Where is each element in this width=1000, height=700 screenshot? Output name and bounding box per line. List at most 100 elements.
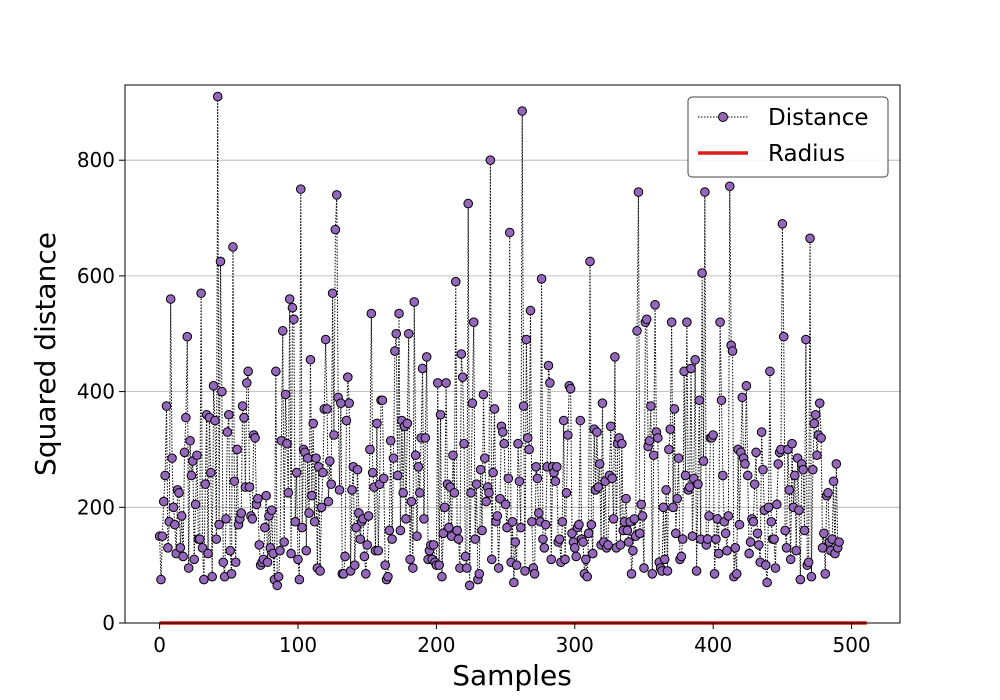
distance-point xyxy=(661,485,671,495)
distance-point xyxy=(330,224,341,235)
distance-point xyxy=(218,557,229,568)
distance-point xyxy=(770,563,781,573)
distance-point xyxy=(583,528,594,539)
distance-point xyxy=(766,516,777,527)
distance-point xyxy=(176,511,187,521)
distance-point xyxy=(329,430,339,440)
distance-point xyxy=(524,444,534,455)
distance-point xyxy=(531,462,541,472)
distance-point xyxy=(718,470,728,481)
distance-point xyxy=(448,450,458,461)
distance-point xyxy=(816,433,826,443)
distance-point xyxy=(662,566,673,576)
distance-point xyxy=(291,467,302,478)
distance-point xyxy=(275,545,285,556)
distance-point xyxy=(222,427,233,437)
distance-point xyxy=(823,488,833,498)
distance-point xyxy=(157,531,168,542)
distance-point xyxy=(315,566,325,576)
distance-point xyxy=(478,389,489,400)
distance-point xyxy=(610,352,620,362)
y-tick-label: 0 xyxy=(102,611,115,635)
distance-point xyxy=(500,499,511,510)
distance-point xyxy=(203,548,213,559)
distance-point xyxy=(179,447,190,458)
distance-point xyxy=(665,424,676,435)
distance-point xyxy=(192,450,202,461)
distance-point xyxy=(592,427,602,437)
distance-point xyxy=(791,545,802,556)
distance-point xyxy=(756,427,767,437)
distance-point xyxy=(474,569,485,579)
distance-point xyxy=(207,571,217,582)
distance-point xyxy=(540,519,551,530)
x-tick-label: 400 xyxy=(694,633,732,657)
distance-point xyxy=(693,479,703,489)
distance-point xyxy=(781,543,792,553)
distance-point xyxy=(347,485,357,495)
distance-point xyxy=(702,534,713,544)
distance-point xyxy=(232,444,242,455)
distance-point xyxy=(623,537,634,547)
y-tick-label: 800 xyxy=(77,148,115,172)
distance-point xyxy=(671,528,681,539)
distance-point xyxy=(646,401,656,411)
distance-point xyxy=(803,557,814,568)
distance-point xyxy=(723,511,734,521)
distance-point xyxy=(744,548,754,559)
distance-point xyxy=(439,502,450,513)
y-axis-label: Squared distance xyxy=(29,232,62,476)
distance-point xyxy=(283,488,294,498)
distance-point xyxy=(390,346,400,356)
distance-point xyxy=(444,522,454,533)
distance-point xyxy=(672,493,682,504)
distance-point xyxy=(226,569,237,579)
distance-point xyxy=(194,534,205,544)
distance-point xyxy=(669,404,680,414)
distance-point xyxy=(206,467,216,478)
distance-point xyxy=(158,496,169,507)
distance-point xyxy=(228,242,238,252)
distance-point xyxy=(629,514,640,524)
distance-point xyxy=(453,534,464,544)
distance-point xyxy=(208,381,219,391)
distance-point xyxy=(525,305,536,316)
distance-point xyxy=(819,528,829,539)
distance-point xyxy=(437,571,447,582)
distance-point xyxy=(243,366,253,377)
distance-point xyxy=(557,516,568,527)
distance-point xyxy=(658,502,669,513)
distance-point xyxy=(780,525,790,536)
distance-point xyxy=(326,479,337,489)
distance-point xyxy=(229,476,240,487)
distance-point xyxy=(391,328,402,339)
distance-point xyxy=(571,551,581,562)
distance-point xyxy=(351,522,361,533)
distance-point xyxy=(365,444,375,455)
distance-point xyxy=(297,522,307,533)
distance-point xyxy=(730,543,741,553)
distance-point xyxy=(463,198,474,209)
distance-point xyxy=(801,334,811,345)
distance-point xyxy=(170,519,180,530)
distance-point xyxy=(221,514,231,524)
distance-point xyxy=(362,540,372,550)
distance-point xyxy=(493,563,504,573)
distance-point xyxy=(653,433,663,443)
distance-point xyxy=(787,438,797,449)
x-tick-label: 500 xyxy=(832,633,870,657)
series-layer xyxy=(154,91,867,625)
distance-point xyxy=(237,401,248,411)
distance-point xyxy=(748,516,759,527)
distance-point xyxy=(763,502,774,513)
distance-point xyxy=(156,574,166,585)
distance-point xyxy=(262,557,273,568)
distance-point xyxy=(828,476,839,487)
distance-point xyxy=(316,502,327,513)
distance-point xyxy=(521,334,532,345)
distance-point xyxy=(794,505,804,515)
distance-point xyxy=(464,580,475,591)
distance-point xyxy=(713,548,724,559)
distance-point xyxy=(325,456,335,466)
